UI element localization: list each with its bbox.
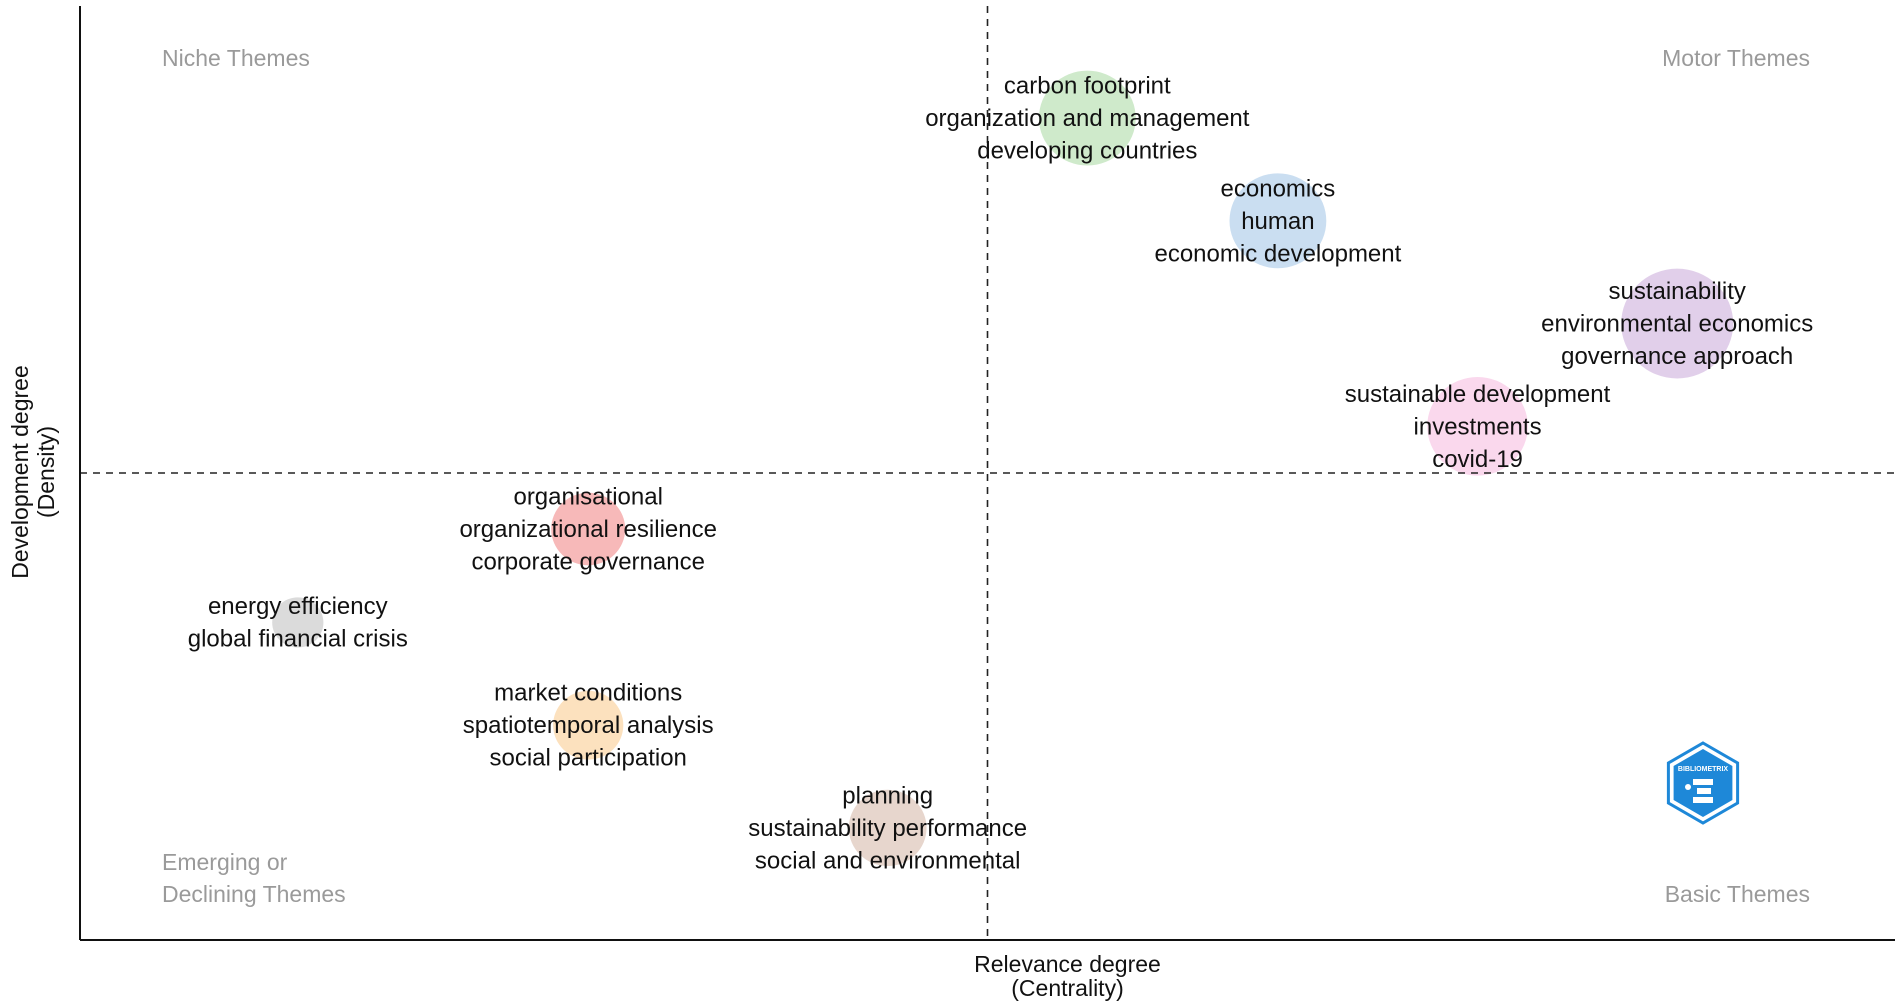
bibliometrix-logo: BIBLIOMETRIX [1666,741,1740,825]
logo-hexagon-outline [1666,741,1740,825]
cluster-7-label: market conditions [494,680,682,707]
cluster-2-label: human [1241,208,1314,235]
quadrant-label-bottom-right: Basic Themes [1665,881,1810,907]
cluster-8-label: social and environmental [755,847,1021,874]
cluster-6-label: energy efficiency [208,593,388,620]
cluster-8-label: sustainability performance [748,815,1027,842]
cluster-bubble-2 [1229,173,1327,269]
cluster-bubble-5 [551,492,626,566]
cluster-3-label: environmental economics [1541,311,1813,338]
cluster-5-label: organizational resilience [459,516,716,543]
cluster-4-label: sustainable development [1345,381,1611,408]
quadrant-label-bottom-left: Declining Themes [162,881,346,907]
y-axis-title: Development degree [7,365,33,579]
cluster-3-label: governance approach [1561,343,1793,370]
cluster-bubble-6 [272,597,324,648]
cluster-2-label: economic development [1154,240,1401,267]
cluster-5-label: organisational [513,484,662,511]
logo-wordmark: BIBLIOMETRIX [1678,766,1728,773]
cluster-7-label: social participation [489,745,686,772]
cluster-7-label: spatiotemporal analysis [463,712,714,739]
bubble-layer [272,70,1734,867]
logo-glyph-icon [1693,779,1713,803]
logo-dot-icon [1685,784,1691,790]
cluster-5-label: corporate governance [471,549,704,576]
cluster-2-label: economics [1221,175,1336,202]
cluster-bubble-8 [848,789,927,867]
cluster-bubble-7 [553,690,624,760]
x-axis-title: (Centrality) [1011,975,1123,1001]
cluster-bubble-4 [1427,377,1528,476]
y-axis-title: (Density) [33,426,59,518]
axis-title-layer: Relevance degree(Centrality) Development … [7,365,1161,1001]
quadrant-label-layer: Niche Themes Motor Themes Emerging or Decli… [162,45,1810,907]
cluster-4-label: covid-19 [1432,446,1523,473]
cluster-bubble-1 [1038,70,1136,166]
cluster-1-label: organization and management [925,105,1250,132]
cluster-8-label: planning [842,782,933,809]
cluster-1-label: developing countries [977,138,1197,165]
cluster-label-layer: carbon footprint organization and managem… [188,73,1814,875]
quadrant-label-top-left: Niche Themes [162,45,310,71]
cluster-1-label: carbon footprint [1004,73,1171,100]
axes-layer [79,6,1895,941]
cluster-3-label: sustainability [1608,278,1745,305]
guide-layer [80,6,1895,940]
cluster-6-label: global financial crisis [188,626,408,653]
quadrant-label-top-right: Motor Themes [1662,45,1810,71]
cluster-4-label: investments [1414,413,1542,440]
cluster-bubble-3 [1621,268,1734,379]
x-axis-title: Relevance degree [974,951,1161,977]
quadrant-label-bottom-left: Emerging or [162,849,288,875]
